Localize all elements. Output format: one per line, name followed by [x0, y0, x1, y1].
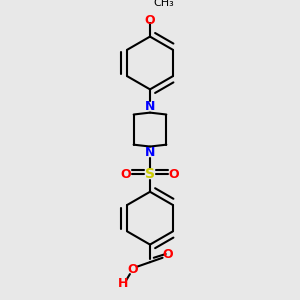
Text: O: O — [121, 168, 131, 181]
Text: N: N — [145, 100, 155, 113]
Text: O: O — [169, 168, 179, 181]
Text: H: H — [118, 277, 128, 290]
Text: O: O — [162, 248, 173, 261]
Text: O: O — [127, 263, 138, 276]
Text: O: O — [145, 14, 155, 27]
Text: S: S — [145, 167, 155, 181]
Text: N: N — [145, 146, 155, 159]
Text: CH₃: CH₃ — [153, 0, 174, 8]
